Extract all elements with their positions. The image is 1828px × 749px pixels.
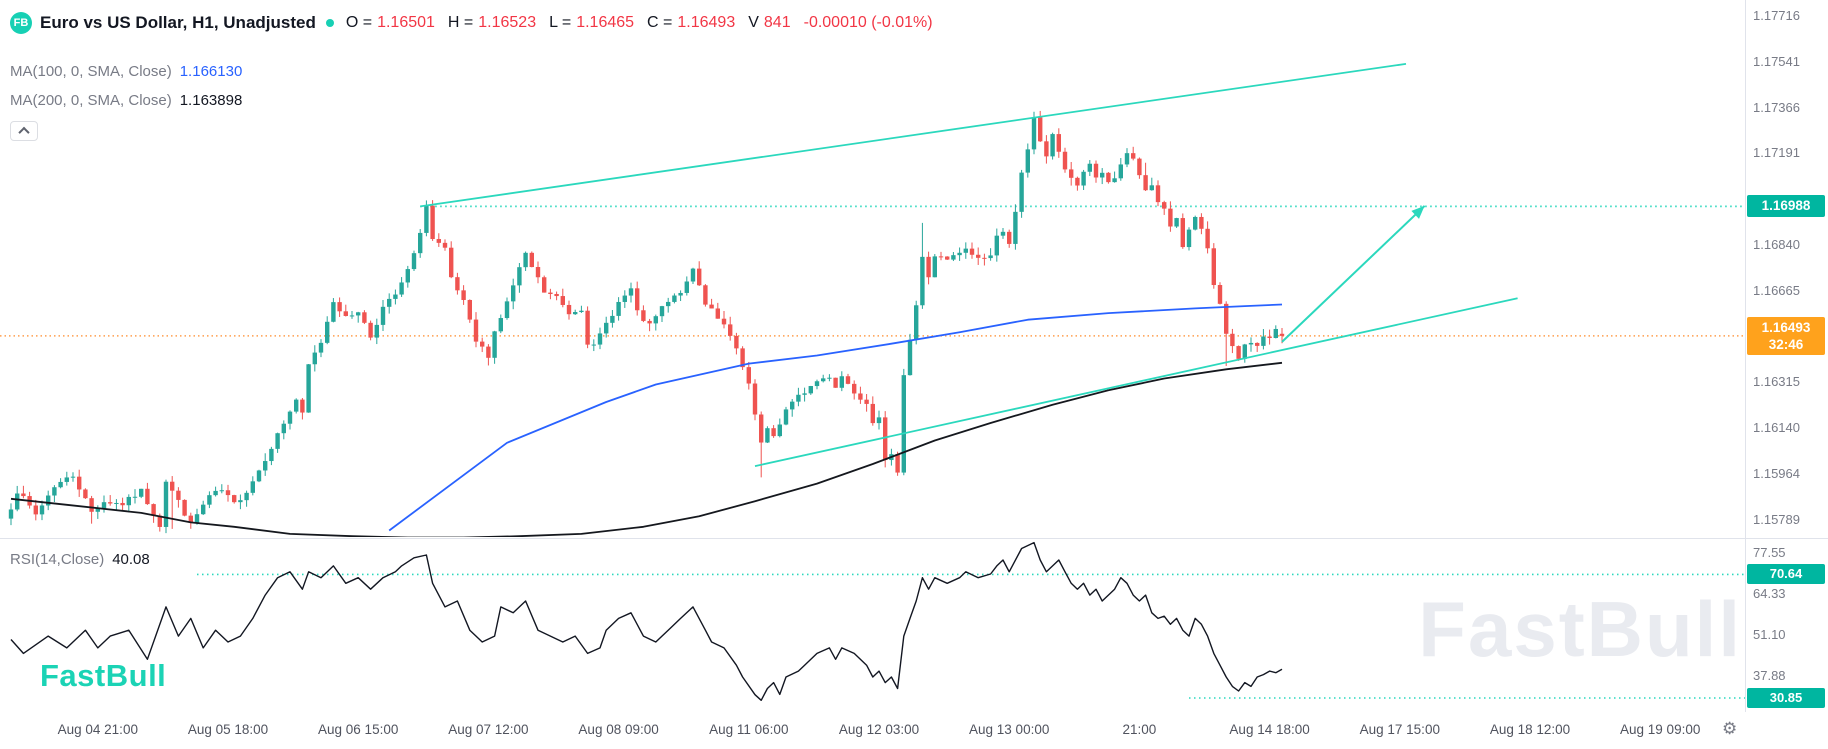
time-axis-label: Aug 07 12:00 xyxy=(448,722,529,737)
ohlc-readout: O = 1.16501 H = 1.16523 L = 1.16465 C = 1.16… xyxy=(346,14,933,32)
rsi-axis-label: 64.33 xyxy=(1753,586,1786,602)
price-axis-label: 1.17716 xyxy=(1753,8,1800,23)
settings-gear-icon[interactable]: ⚙ xyxy=(1722,719,1738,738)
price-axis-label: 1.15964 xyxy=(1753,466,1800,482)
ma100-value: 1.166130 xyxy=(179,62,243,80)
pane-divider[interactable] xyxy=(0,538,1828,539)
rsi-value: 40.08 xyxy=(112,551,150,568)
close-value: 1.16493 xyxy=(677,14,736,31)
time-axis[interactable]: ⚙ Aug 04 21:00 Aug 05 18:00 Aug 06 15:00 Au… xyxy=(0,712,1828,749)
time-axis-label: Aug 19 09:00 xyxy=(1620,722,1701,737)
ma100-legend[interactable]: MA(100, 0, SMA, Close) 1.166130 xyxy=(10,62,933,80)
time-axis-label: Aug 11 06:00 xyxy=(709,722,789,737)
last-price-badge: 1.16493 32:46 xyxy=(1747,316,1825,355)
volume-value: 841 xyxy=(763,14,791,31)
high-label: H = xyxy=(447,14,474,31)
time-axis-label: Aug 08 09:00 xyxy=(578,722,659,737)
price-axis-label: 1.15789 xyxy=(1753,512,1800,527)
time-axis-label: Aug 12 03:00 xyxy=(838,722,920,737)
fastbull-logo-icon: FB xyxy=(10,12,32,34)
symbol-title-row: FB Euro vs US Dollar, H1, Unadjusted O =… xyxy=(10,10,933,36)
ma100-line[interactable] xyxy=(388,303,1283,532)
ma200-value: 1.163898 xyxy=(179,91,243,109)
price-arrow[interactable] xyxy=(1281,205,1426,343)
price-axis-label: 1.16665 xyxy=(1753,282,1800,298)
time-axis-label: Aug 06 15:00 xyxy=(318,722,399,737)
price-axis-divider xyxy=(1745,0,1746,749)
close-label: C = xyxy=(647,14,673,31)
rsi-lower-level-badge: 30.85 xyxy=(1747,688,1825,708)
fastbull-watermark: FastBull xyxy=(1418,585,1742,673)
low-label: L = xyxy=(549,14,572,31)
rsi-label: RSI(14,Close) xyxy=(10,551,105,568)
price-axis-label: 1.17541 xyxy=(1753,53,1800,69)
rsi-axis-label: 77.55 xyxy=(1753,545,1786,560)
collapse-indicators-button[interactable] xyxy=(10,121,38,141)
time-axis-label: Aug 04 21:00 xyxy=(57,722,138,737)
time-axis-label: Aug 05 18:00 xyxy=(187,722,269,737)
volume-label: V xyxy=(748,14,759,31)
open-value: 1.16501 xyxy=(377,14,435,31)
rsi-axis-label: 51.10 xyxy=(1753,627,1786,643)
price-arrow-head xyxy=(1411,205,1425,219)
time-axis-label: 21:00 xyxy=(1122,722,1157,737)
price-axis-label: 1.17191 xyxy=(1753,145,1800,161)
price-axis-label: 1.16840 xyxy=(1753,237,1800,253)
rsi-layer xyxy=(10,541,1283,701)
ma200-legend[interactable]: MA(200, 0, SMA, Close) 1.163898 xyxy=(10,91,933,109)
rsi-upper-level-badge: 70.64 xyxy=(1747,564,1825,585)
price-axis-label: 1.16315 xyxy=(1753,374,1800,390)
fastbull-brand-logo: FastBull xyxy=(40,658,167,693)
trendline-2[interactable] xyxy=(754,297,1518,468)
price-axis-label: 1.16140 xyxy=(1753,420,1800,436)
chart-header: FB Euro vs US Dollar, H1, Unadjusted O =… xyxy=(10,10,933,141)
time-axis-label: Aug 18 12:00 xyxy=(1489,722,1571,737)
open-label: O = xyxy=(345,14,373,31)
ma200-label: MA(200, 0, SMA, Close) xyxy=(10,91,172,109)
price-axis[interactable]: 1.16988 1.16493 32:46 70.64 30.85 1.1771… xyxy=(1745,0,1828,712)
ma200-line[interactable] xyxy=(10,361,1283,538)
time-axis-label: Aug 13 00:00 xyxy=(969,722,1050,737)
candle-countdown: 32:46 xyxy=(1768,336,1804,352)
resistance-price-badge: 1.16988 xyxy=(1747,195,1825,218)
candles-layer xyxy=(8,110,1285,534)
rsi-axis-label: 37.88 xyxy=(1753,668,1786,684)
price-axis-label: 1.17366 xyxy=(1753,99,1800,115)
symbol-title[interactable]: Euro vs US Dollar, H1, Unadjusted xyxy=(40,13,316,32)
low-value: 1.16465 xyxy=(576,14,635,31)
high-value: 1.16523 xyxy=(478,14,537,31)
last-price-value: 1.16493 xyxy=(1761,319,1811,335)
rsi-line xyxy=(10,541,1283,701)
time-axis-label: Aug 17 15:00 xyxy=(1359,722,1440,737)
ma100-label: MA(100, 0, SMA, Close) xyxy=(10,62,172,80)
change-value: -0.00010 (-0.01%) xyxy=(803,14,933,31)
chevron-up-icon xyxy=(18,126,30,139)
rsi-indicator-legend[interactable]: RSI(14,Close) 40.08 xyxy=(10,551,150,568)
trendline-1[interactable] xyxy=(420,62,1407,208)
market-status-dot xyxy=(325,19,334,27)
time-axis-label: Aug 14 18:00 xyxy=(1229,722,1310,737)
ma-lines-layer xyxy=(10,303,1283,538)
